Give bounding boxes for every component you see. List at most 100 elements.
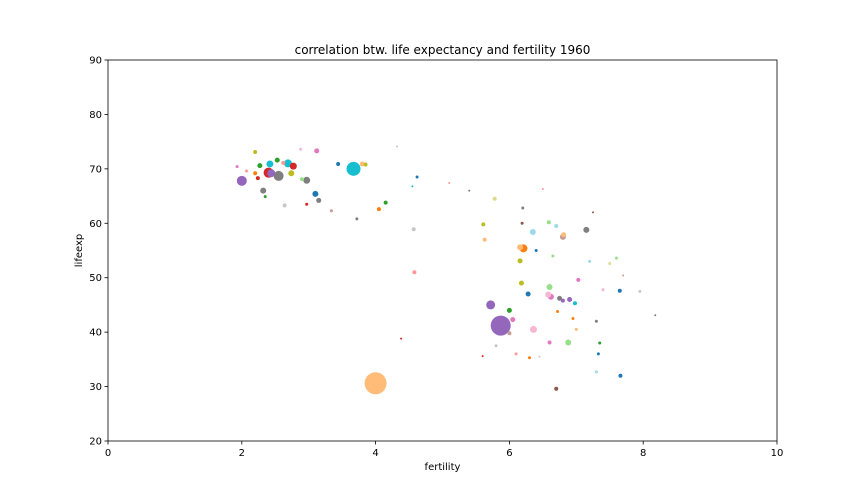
data-point [654, 314, 657, 317]
data-point [601, 288, 605, 292]
y-tick-label: 80 [89, 110, 102, 121]
data-point [314, 148, 320, 154]
data-point [517, 244, 524, 251]
data-point [288, 170, 295, 177]
data-point [329, 209, 333, 213]
data-point [598, 341, 602, 345]
data-point [527, 356, 531, 360]
data-point [300, 177, 305, 182]
data-point [545, 291, 552, 298]
data-point [547, 340, 552, 345]
data-point [282, 203, 287, 208]
data-point [257, 163, 263, 169]
data-point [561, 232, 567, 238]
y-axis: 20 30 40 50 60 70 80 90 [89, 56, 108, 448]
data-point [267, 169, 276, 178]
data-point [567, 296, 573, 302]
data-point [608, 262, 612, 266]
data-point [253, 171, 258, 176]
data-point [376, 207, 381, 212]
data-point [617, 288, 622, 293]
data-point [534, 249, 538, 252]
data-point [490, 315, 511, 336]
x-axis: 0 2 4 6 8 10 [105, 441, 784, 459]
x-tick-label: 10 [771, 448, 784, 459]
data-point [556, 309, 560, 313]
data-point [303, 176, 311, 184]
data-point [594, 319, 598, 323]
data-point [363, 162, 368, 167]
y-tick-label: 60 [89, 219, 102, 230]
x-tick-label: 8 [640, 448, 646, 459]
data-point [588, 259, 592, 263]
data-point [346, 161, 361, 176]
data-point [244, 169, 248, 173]
chart-title: correlation btw. life expectancy and fer… [295, 43, 591, 57]
x-tick-label: 0 [105, 448, 111, 459]
data-point [529, 325, 537, 333]
data-point [481, 355, 484, 358]
plot-frame [107, 59, 778, 442]
data-point [583, 226, 590, 233]
data-point [554, 224, 559, 229]
data-point [541, 188, 544, 190]
y-tick-label: 70 [89, 164, 102, 175]
data-point [614, 256, 618, 260]
y-tick-label: 20 [89, 437, 102, 448]
data-point [557, 295, 563, 301]
data-point [494, 344, 498, 348]
data-point [572, 301, 577, 306]
data-point [574, 327, 578, 331]
data-point [481, 222, 486, 227]
data-point [266, 160, 274, 168]
data-point [400, 337, 403, 340]
data-point [638, 289, 642, 293]
x-axis-label: fertility [425, 462, 461, 473]
data-point [510, 317, 516, 323]
data-point [554, 386, 559, 391]
data-point [411, 227, 416, 232]
data-point [482, 237, 487, 242]
data-point [263, 195, 267, 199]
data-point [448, 182, 451, 185]
data-point [289, 162, 297, 170]
data-point [260, 187, 267, 194]
data-point [518, 280, 524, 286]
data-point [235, 165, 239, 169]
x-tick-label: 2 [239, 448, 245, 459]
data-point [253, 149, 258, 154]
x-tick-label: 4 [372, 448, 378, 459]
data-point [571, 317, 575, 321]
data-point [507, 331, 512, 336]
data-point [546, 220, 551, 225]
data-point [412, 270, 417, 275]
data-point [355, 217, 359, 221]
data-point [236, 175, 247, 186]
data-point [411, 185, 414, 188]
data-point [546, 283, 553, 290]
y-tick-label: 40 [89, 328, 102, 339]
data-point [486, 300, 496, 310]
data-point [492, 196, 497, 201]
data-point [359, 161, 365, 167]
y-tick-label: 30 [89, 382, 102, 393]
data-point [383, 200, 388, 205]
data-point [517, 258, 523, 264]
data-point [299, 147, 303, 151]
x-tick-label: 6 [506, 448, 512, 459]
data-point [565, 339, 572, 346]
data-point [514, 352, 518, 356]
data-point [594, 370, 598, 374]
data-point [576, 277, 581, 282]
data-point [255, 176, 260, 181]
data-point [560, 298, 565, 303]
data-point [312, 190, 319, 197]
y-tick-label: 50 [89, 273, 102, 284]
data-point [529, 228, 536, 235]
data-point [592, 211, 595, 214]
data-point [305, 202, 309, 206]
data-point [274, 157, 280, 163]
data-point [364, 372, 387, 395]
